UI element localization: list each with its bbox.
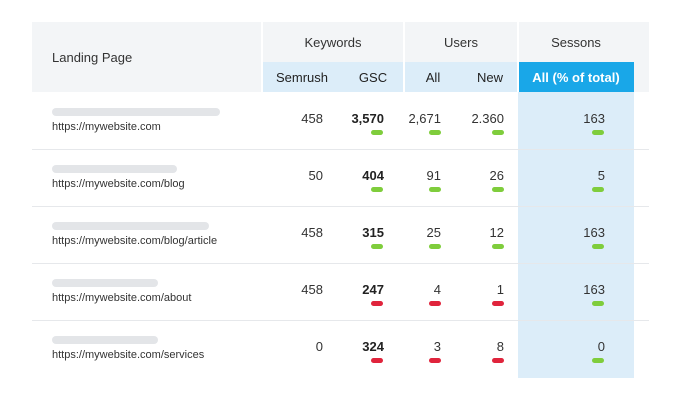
cell-gsc: 404 [362, 168, 384, 183]
table-row[interactable]: https://mywebsite.com 458 3,570 2,671 2.360 1… [32, 92, 649, 150]
trend-indicator-up [371, 187, 383, 192]
trend-indicator-up [429, 244, 441, 249]
cell-users-all: 3 [433, 339, 441, 354]
trend-indicator-up [429, 187, 441, 192]
cell-users-all: 91 [426, 168, 441, 183]
cell-users-new: 12 [489, 225, 504, 240]
landing-page-table: Landing Page Keywords Users Sessons Semr… [32, 22, 649, 378]
trend-indicator-down [492, 301, 504, 306]
landing-page-url[interactable]: https://mywebsite.com/blog/article [52, 235, 218, 247]
cell-users-new: 8 [496, 339, 504, 354]
cell-users-all: 2,671 [408, 111, 441, 126]
column-group-keywords: Keywords [304, 34, 362, 50]
column-header-landing-page[interactable]: Landing Page [52, 49, 133, 65]
cell-gsc: 324 [362, 339, 384, 354]
trend-indicator-up [371, 130, 383, 135]
column-header-users-all[interactable]: All [404, 62, 462, 92]
cell-gsc: 247 [362, 282, 384, 297]
cell-sessions: 163 [583, 225, 605, 240]
trend-indicator-up [492, 244, 504, 249]
cell-semrush: 458 [301, 225, 323, 240]
cell-semrush: 458 [301, 111, 323, 126]
trend-indicator-up [592, 244, 604, 249]
page-title-placeholder [52, 279, 158, 287]
column-group-users: Users [444, 34, 478, 50]
table-row[interactable]: https://mywebsite.com/services 0 324 3 8 0 [32, 320, 649, 377]
cell-gsc: 315 [362, 225, 384, 240]
table-row[interactable]: https://mywebsite.com/blog 50 404 91 26 5 [32, 149, 649, 207]
trend-indicator-down [371, 301, 383, 306]
trend-indicator-up [492, 130, 504, 135]
column-group-sessions: Sessons [551, 34, 601, 50]
column-header-users-new[interactable]: New [462, 62, 518, 92]
landing-page-url[interactable]: https://mywebsite.com [52, 121, 161, 133]
table-row[interactable]: https://mywebsite.com/blog/article 458 315… [32, 206, 649, 264]
header-divider [403, 22, 405, 92]
page-title-placeholder [52, 108, 220, 116]
page-title-placeholder [52, 222, 209, 230]
trend-indicator-up [592, 130, 604, 135]
sessions-column-highlight [518, 92, 634, 378]
trend-indicator-up [371, 244, 383, 249]
landing-page-url[interactable]: https://mywebsite.com/blog [52, 178, 185, 190]
cell-gsc: 3,570 [351, 111, 384, 126]
trend-indicator-up [592, 187, 604, 192]
cell-sessions: 5 [597, 168, 605, 183]
cell-users-all: 25 [426, 225, 441, 240]
trend-indicator-down [492, 358, 504, 363]
cell-users-new: 1 [496, 282, 504, 297]
table-row[interactable]: https://mywebsite.com/about 458 247 4 1 163 [32, 263, 649, 321]
trend-indicator-down [371, 358, 383, 363]
cell-semrush: 458 [301, 282, 323, 297]
cell-semrush: 0 [315, 339, 323, 354]
page-title-placeholder [52, 165, 177, 173]
cell-semrush: 50 [308, 168, 323, 183]
cell-sessions: 163 [583, 282, 605, 297]
cell-sessions: 163 [583, 111, 605, 126]
trend-indicator-up [492, 187, 504, 192]
trend-indicator-up [592, 301, 604, 306]
cell-users-all: 4 [433, 282, 441, 297]
trend-indicator-down [429, 358, 441, 363]
cell-users-new: 2.360 [471, 111, 504, 126]
header-divider [261, 22, 263, 92]
landing-page-url[interactable]: https://mywebsite.com/services [52, 349, 205, 361]
cell-users-new: 26 [489, 168, 504, 183]
trend-indicator-up [592, 358, 604, 363]
page-title-placeholder [52, 336, 158, 344]
landing-page-url[interactable]: https://mywebsite.com/about [52, 292, 192, 304]
column-header-sessions-all[interactable]: All (% of total) [518, 62, 634, 92]
trend-indicator-down [429, 301, 441, 306]
header-divider [517, 22, 519, 92]
column-header-gsc[interactable]: GSC [342, 62, 404, 92]
column-header-semrush[interactable]: Semrush [262, 62, 342, 92]
trend-indicator-up [429, 130, 441, 135]
cell-sessions: 0 [597, 339, 605, 354]
